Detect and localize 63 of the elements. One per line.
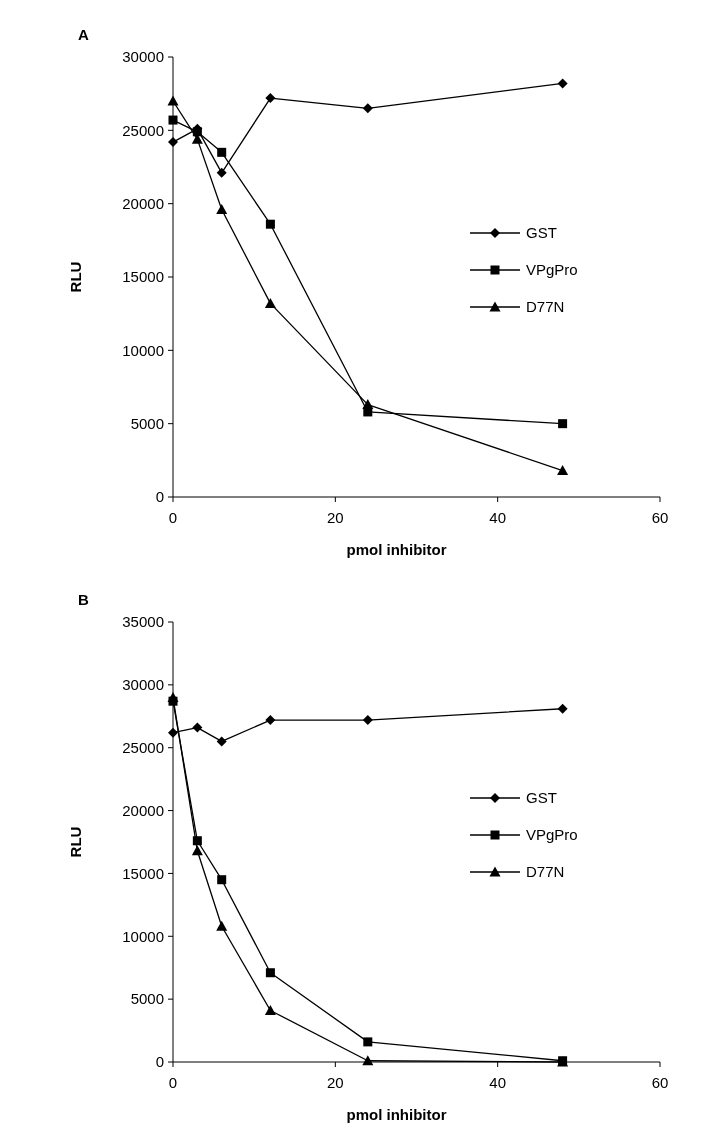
y-tick-label: 30000: [122, 48, 164, 66]
point: [217, 147, 227, 157]
point: [265, 968, 275, 978]
y-tick-label: 10000: [122, 927, 164, 945]
y-axis-title: RLU: [67, 826, 84, 858]
x-tick-label: 20: [326, 509, 344, 526]
point: [265, 715, 276, 726]
point: [265, 93, 276, 104]
x-tick-label: 20: [326, 1074, 344, 1091]
point: [216, 920, 228, 931]
y-tick-label: 0: [155, 1053, 164, 1071]
point: [167, 691, 179, 702]
y-tick-label: 35000: [122, 613, 164, 631]
legend-label: GST: [526, 224, 557, 242]
x-tick-label: 40: [489, 509, 507, 526]
y-tick-label: 15000: [122, 268, 164, 286]
y-tick-label: 5000: [130, 414, 164, 432]
x-axis-title: pmol inhibitor: [346, 1106, 447, 1123]
point: [168, 137, 178, 148]
legend-label: D77N: [526, 298, 565, 316]
point: [557, 703, 568, 714]
x-tick-label: 60: [651, 1074, 669, 1091]
point: [264, 1004, 276, 1015]
point: [362, 1055, 374, 1066]
y-tick-label: 15000: [122, 864, 164, 882]
x-tick-label: 60: [651, 509, 669, 526]
legend-label: VPgPro: [526, 826, 578, 844]
x-tick-label: 0: [168, 509, 178, 526]
y-tick-label: 30000: [122, 676, 164, 694]
y-tick-label: 20000: [122, 194, 164, 212]
point: [362, 715, 373, 726]
chart-title: B: [78, 591, 89, 608]
point: [362, 399, 374, 410]
point: [168, 727, 178, 738]
y-tick-label: 0: [155, 488, 164, 506]
x-axis-title: pmol inhibitor: [346, 541, 447, 558]
y-tick-label: 5000: [130, 990, 164, 1008]
point: [363, 1037, 373, 1047]
y-tick-label: 20000: [122, 801, 164, 819]
chart-title: A: [78, 26, 89, 43]
point: [265, 219, 275, 229]
point: [558, 419, 568, 429]
point: [191, 845, 203, 856]
point: [362, 103, 373, 114]
point: [217, 875, 227, 885]
point: [264, 297, 276, 308]
point: [557, 78, 568, 89]
point: [167, 95, 179, 106]
point: [216, 736, 227, 747]
point: [216, 167, 227, 178]
point: [168, 115, 178, 125]
point: [216, 204, 228, 215]
y-axis-title: RLU: [67, 261, 84, 293]
legend-label: GST: [526, 789, 557, 807]
point: [557, 465, 569, 476]
y-tick-label: 10000: [122, 341, 164, 359]
x-tick-label: 0: [168, 1074, 178, 1091]
x-tick-label: 40: [489, 1074, 507, 1091]
y-tick-label: 25000: [122, 121, 164, 139]
legend-label: VPgPro: [526, 261, 578, 279]
legend-label: D77N: [526, 863, 565, 881]
point: [192, 722, 203, 733]
y-tick-label: 25000: [122, 738, 164, 756]
